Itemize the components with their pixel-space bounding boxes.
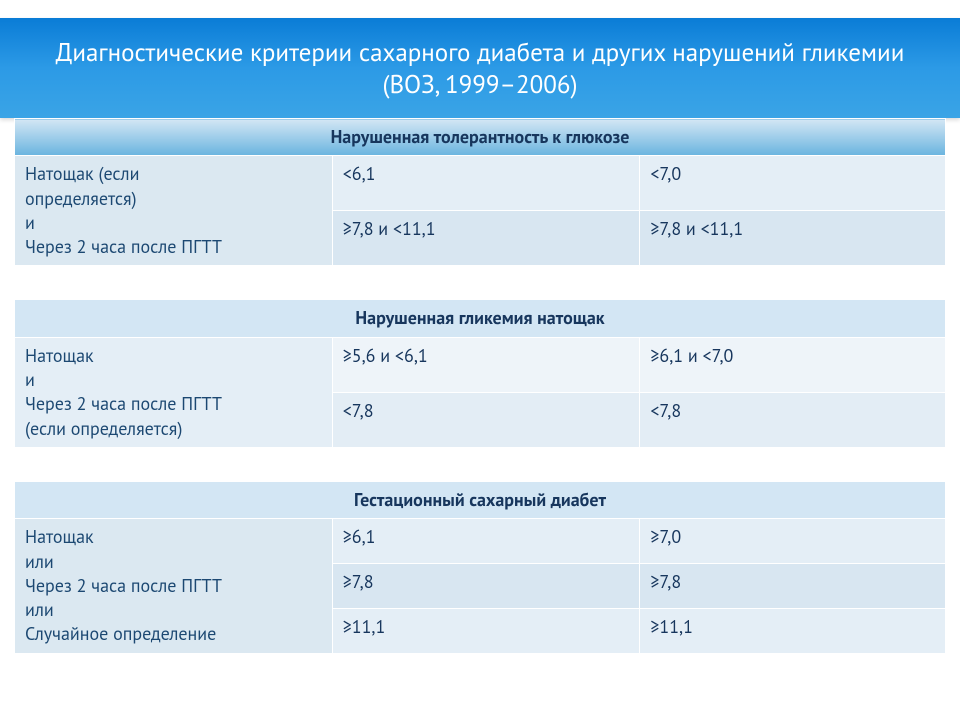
section1-header: Нарушенная толерантность к глюкозе [15,119,946,156]
s2-l2: Через 2 часа после ПГТТ [25,392,222,415]
s2-l0: Натощак [25,344,94,367]
gap1 [15,266,946,300]
gap2 [15,447,946,481]
section2-label: Натощак и Через 2 часа после ПГТТ (если … [15,337,333,447]
slide: Диагностические критерии сахарного диабе… [0,0,960,720]
s2-r1-c1: <7,8 [332,392,640,447]
s1-r0-c1: <6,1 [332,156,640,211]
criteria-table: Нарушенная толерантность к глюкозе Натощ… [14,118,946,654]
s1-l1: определяется) [25,187,137,210]
s2-r0-c2: ≥6,1 и <7,0 [640,337,946,392]
s2-l1: и [25,368,35,391]
section1-label: Натощак (если определяется) и Через 2 ча… [15,156,333,266]
s1-r0-c2: <7,0 [640,156,946,211]
s3-l3: или [25,598,54,621]
slide-title: Диагностические критерии сахарного диабе… [0,18,960,118]
s3-r1-c1: ≥7,8 [332,564,640,609]
s2-r1-c2: <7,8 [640,392,946,447]
s1-r1-c2: ≥7,8 и <11,1 [640,211,946,266]
s1-l0: Натощак (если [25,162,139,185]
s2-l3: (если определяется) [25,417,182,440]
section3-header: Гестационный сахарный диабет [15,481,946,518]
s3-l0: Натощак [25,525,94,548]
s3-r2-c2: ≥11,1 [640,608,946,653]
s3-r2-c1: ≥11,1 [332,608,640,653]
s3-l1: или [25,550,54,573]
s1-r1-c1: ≥7,8 и <11,1 [332,211,640,266]
s3-l4: Случайное определение [25,622,216,645]
s3-r0-c2: ≥7,0 [640,519,946,564]
section3-label: Натощак или Через 2 часа после ПГТТ или … [15,519,333,653]
s2-r0-c1: ≥5,6 и <6,1 [332,337,640,392]
s3-r0-c1: ≥6,1 [332,519,640,564]
s1-l2: и [25,211,35,234]
s3-l2: Через 2 часа после ПГТТ [25,574,222,597]
section2-header: Нарушенная гликемия натощак [15,300,946,337]
s3-r1-c2: ≥7,8 [640,564,946,609]
s1-l3: Через 2 часа после ПГТТ [25,235,222,258]
